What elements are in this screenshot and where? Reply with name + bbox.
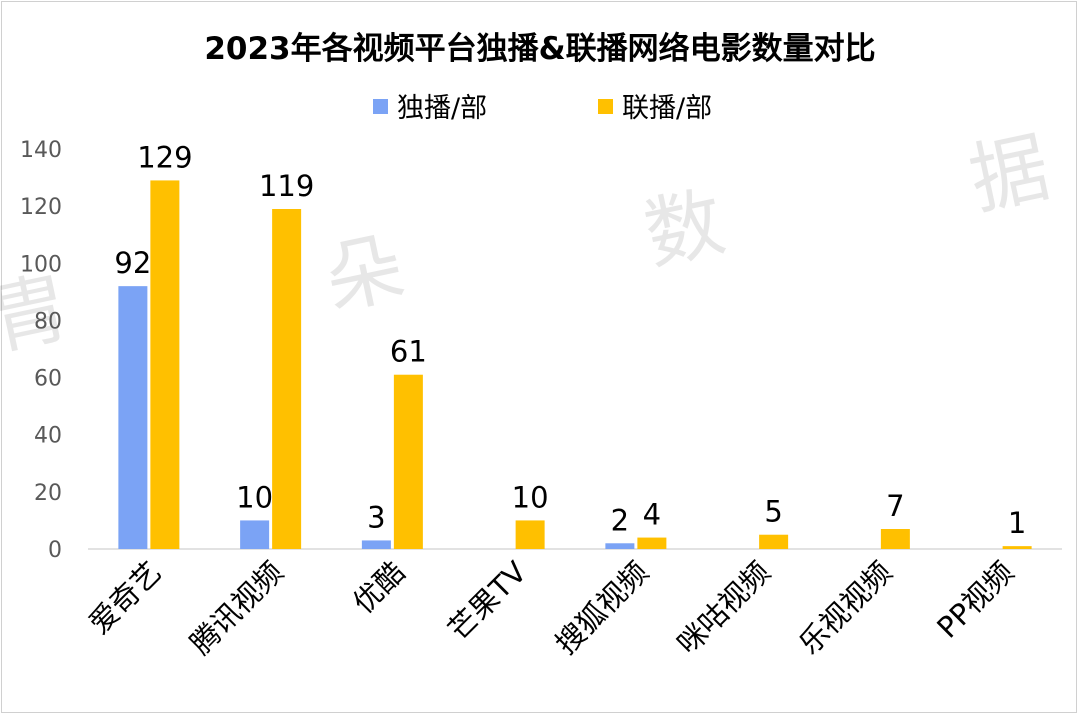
data-label: 10 [512, 480, 549, 514]
y-tick-label: 80 [34, 309, 62, 334]
x-tick-label: 搜狐视频 [549, 555, 655, 661]
y-tick-label: 20 [34, 481, 62, 506]
data-labels: 92 129 10 119 3 61 10 2 4 5 7 1 [114, 140, 1026, 540]
watermark-char: 据 [962, 122, 1057, 226]
data-label: 2 [611, 503, 629, 537]
bar [361, 540, 391, 549]
bars [118, 180, 1032, 549]
legend-label: 独播/部 [397, 93, 487, 124]
data-label: 4 [643, 498, 661, 532]
bar [1002, 546, 1032, 549]
legend: 独播/部 联播/部 [373, 93, 712, 124]
x-tick-label: 优酷 [346, 555, 411, 620]
y-tick-label: 60 [34, 367, 62, 392]
bar [759, 534, 789, 549]
x-axis: 爱奇艺 腾讯视频 优酷 芒果TV 搜狐视频 咪咕视频 乐视视频 PP视频 [82, 555, 1020, 661]
data-label: 61 [390, 335, 427, 369]
watermark-char: 数 [637, 177, 732, 281]
y-axis: 0 20 40 60 80 100 120 140 [20, 138, 62, 563]
x-tick-label: 腾讯视频 [183, 555, 289, 661]
y-tick-label: 100 [20, 252, 62, 277]
data-label: 3 [367, 500, 385, 534]
data-label: 5 [764, 495, 782, 529]
bar [880, 529, 910, 549]
x-tick-label: 咪咕视频 [670, 555, 776, 661]
x-tick-label: 芒果TV [441, 555, 533, 647]
data-label: 92 [114, 246, 151, 280]
watermark-char: 朵 [317, 222, 412, 326]
bar [272, 209, 302, 549]
data-label: 1 [1008, 506, 1026, 540]
legend-swatch [598, 99, 613, 114]
y-tick-label: 40 [34, 424, 62, 449]
bar [515, 520, 545, 549]
bar [605, 543, 635, 549]
bar [637, 537, 667, 549]
bar [118, 286, 148, 549]
legend-swatch [373, 99, 388, 114]
bar [240, 520, 270, 549]
y-tick-label: 120 [20, 195, 62, 220]
y-tick-label: 140 [20, 138, 62, 163]
data-label: 129 [137, 140, 192, 174]
bar [150, 180, 180, 549]
x-tick-label: 乐视视频 [792, 555, 898, 661]
x-tick-label: 爱奇艺 [82, 555, 168, 641]
chart-title: 2023年各视频平台独播&联播网络电影数量对比 [204, 31, 875, 67]
data-label: 10 [236, 480, 273, 514]
watermark: 胄朵数据 [0, 122, 1057, 366]
y-tick-label: 0 [48, 538, 62, 563]
bar [393, 374, 423, 549]
legend-label: 联播/部 [622, 93, 712, 124]
data-label: 7 [886, 489, 904, 523]
data-label: 119 [259, 169, 314, 203]
x-tick-label: PP视频 [930, 555, 1020, 645]
